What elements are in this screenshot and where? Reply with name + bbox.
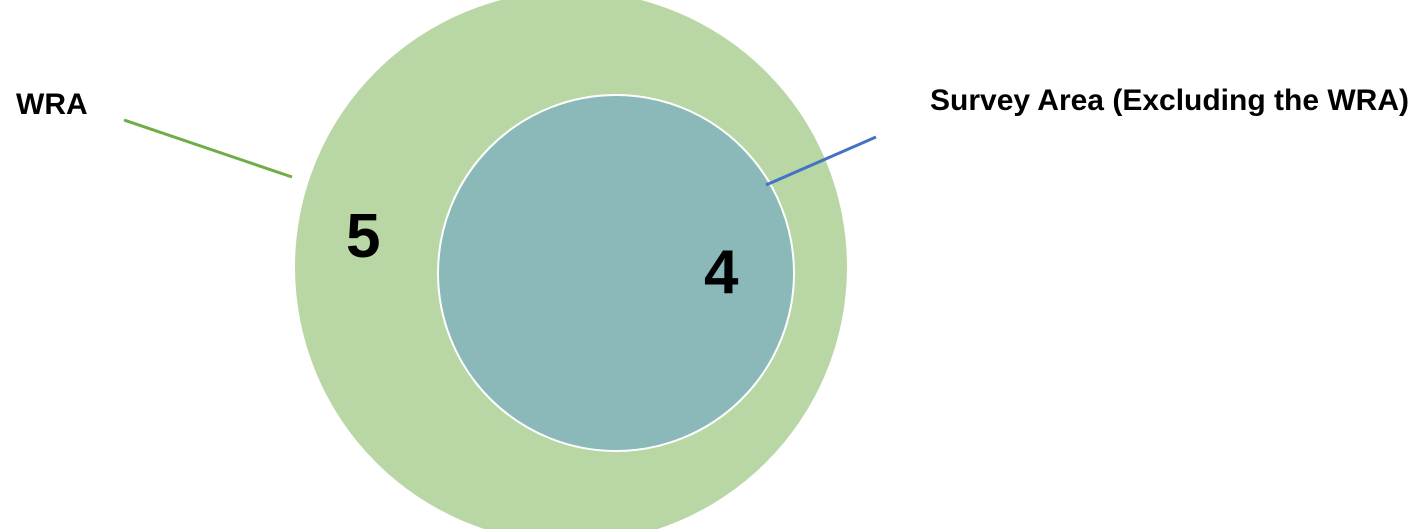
survey-area-count: 4 [704,238,739,307]
survey-area-label: Survey Area (Excluding the WRA) [930,84,1409,117]
wra-leader-line [123,118,293,179]
survey-area-circle [437,94,795,452]
wra-label: WRA [16,88,88,121]
wra-count: 5 [346,202,380,271]
survey-area-leader-line [765,135,877,187]
